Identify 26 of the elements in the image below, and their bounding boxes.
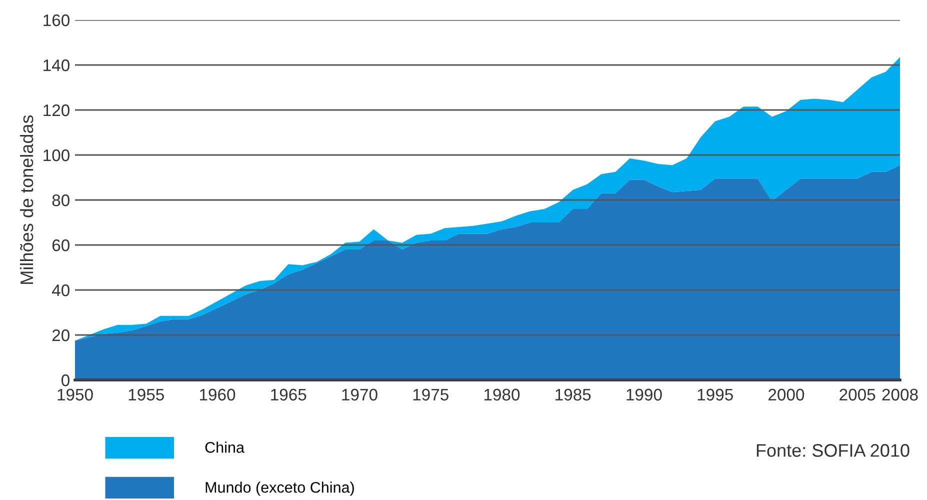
x-tick-label: 1955 [128,388,164,401]
y-tick-label: 80 [52,194,70,206]
y-tick-label: 20 [52,329,70,342]
y-tick-label: 120 [44,104,70,116]
x-tick-label: 2000 [768,388,804,401]
y-tick-label: 100 [44,149,70,162]
y-tick-label: 40 [52,284,70,296]
y-axis-title: Milhões de toneladas [20,115,34,284]
x-tick-label: 1965 [271,388,306,401]
x-tick-label: 1950 [58,388,93,401]
y-tick-label: 60 [52,239,70,252]
source-note: Fonte: SOFIA 2010 [756,444,910,457]
legend-label: Mundo (exceto China) [206,482,354,496]
x-tick-label: 1975 [413,388,448,401]
x-tick-label: 1960 [200,388,236,401]
y-tick-label: 140 [44,59,70,72]
y-tick-label: 0 [62,374,70,386]
y-tick-label: 160 [44,14,70,26]
x-tick-label: 1970 [342,388,378,401]
x-tick-label: 1985 [556,388,591,401]
x-tick-label: 1990 [626,388,662,401]
x-tick-label: 1980 [484,388,520,401]
x-tick-label: 2008 [882,388,918,401]
x-tick-label: 1995 [698,388,733,401]
x-tick-label: 2005 [840,388,876,401]
legend-label: China [205,442,244,453]
